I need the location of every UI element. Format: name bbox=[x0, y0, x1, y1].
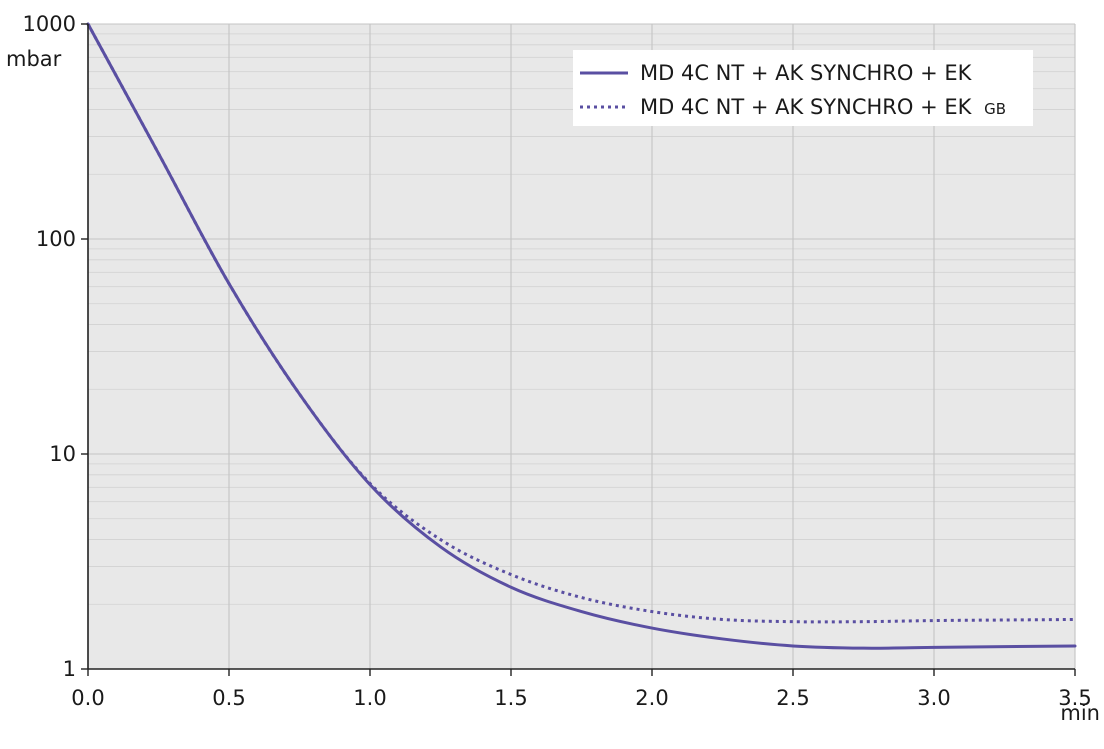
x-ticks: 0.0 0.5 1.0 1.5 2.0 2.5 3.0 3.5 bbox=[71, 669, 1092, 710]
series-layer bbox=[86, 22, 1077, 650]
x-tick-label: 0.0 bbox=[71, 686, 104, 710]
legend: MD 4C NT + AK SYNCHRO + EK MD 4C NT + AK… bbox=[573, 50, 1033, 126]
y-tick-label: 100 bbox=[36, 227, 76, 251]
y-axis-unit: mbar bbox=[6, 47, 62, 71]
legend-label-dotted-subscript: GB bbox=[984, 100, 1006, 118]
x-tick-label: 2.0 bbox=[635, 686, 668, 710]
y-tick-label: 1000 bbox=[23, 12, 76, 36]
legend-label-solid: MD 4C NT + AK SYNCHRO + EK bbox=[640, 61, 973, 85]
plot-area bbox=[88, 24, 1075, 669]
x-tick-label: 1.5 bbox=[494, 686, 527, 710]
series-line-solid bbox=[86, 22, 1077, 650]
y-tick-label: 1 bbox=[63, 657, 76, 681]
x-tick-label: 3.5 bbox=[1058, 686, 1091, 710]
major-grid bbox=[87, 23, 1076, 670]
legend-label-dotted-main: MD 4C NT + AK SYNCHRO + EK bbox=[640, 95, 973, 119]
x-tick-label: 1.0 bbox=[353, 686, 386, 710]
x-axis-unit: min bbox=[1060, 701, 1100, 725]
x-tick-label: 2.5 bbox=[776, 686, 809, 710]
legend-box bbox=[573, 50, 1033, 126]
legend-label-dotted: MD 4C NT + AK SYNCHRO + EK GB bbox=[640, 95, 1006, 119]
x-tick-label: 0.5 bbox=[212, 686, 245, 710]
y-tick-label: 10 bbox=[49, 442, 76, 466]
x-tick-label: 3.0 bbox=[917, 686, 950, 710]
y-ticks: 1 10 100 1000 bbox=[23, 12, 88, 681]
